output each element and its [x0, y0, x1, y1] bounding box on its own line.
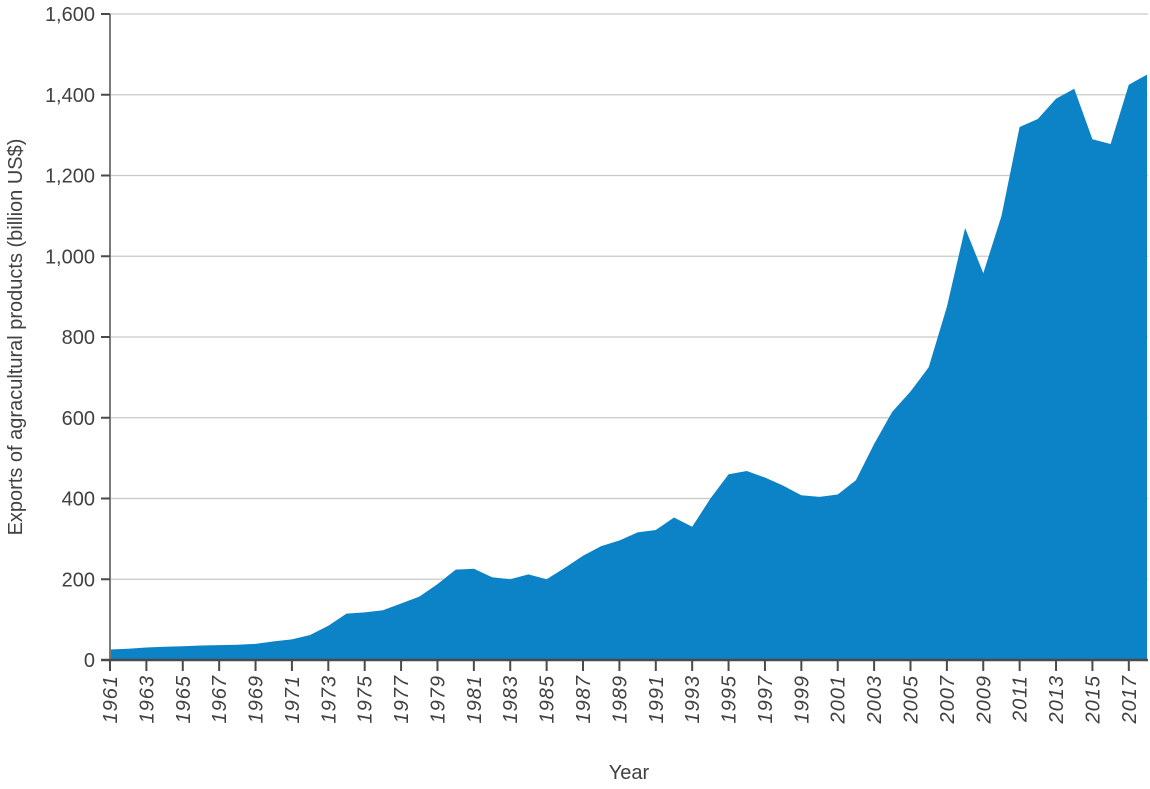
x-tick-label: 2005	[900, 675, 922, 725]
x-tick-label: 1995	[719, 675, 741, 724]
x-tick-label: 1991	[646, 675, 668, 724]
x-tick-label: 2011	[1010, 675, 1032, 723]
y-tick-label: 1,600	[45, 4, 95, 26]
x-tick-label: 1997	[755, 675, 777, 724]
y-tick-label: 200	[62, 569, 95, 591]
y-tick-label: 1,200	[45, 166, 95, 188]
x-axis-title: Year	[609, 762, 650, 784]
y-tick-label: 1,400	[45, 85, 95, 107]
x-tick-label: 1963	[136, 675, 158, 724]
x-tick-label: 1999	[791, 675, 813, 724]
x-tick-label: 1961	[100, 675, 122, 724]
gridlines	[110, 13, 1148, 580]
x-tick-label: 2001	[828, 675, 850, 725]
x-tick-label: 1977	[391, 675, 413, 724]
tick-labels: 0 200 400 600 800 1,000 1,200 1,400 1,600 1961 196…	[45, 4, 1141, 725]
x-tick-label: 2013	[1046, 675, 1068, 725]
x-tick-label: 1987	[573, 675, 595, 724]
x-tick-label: 1969	[246, 675, 268, 724]
y-tick-label: 400	[62, 489, 95, 511]
x-tick-label: 2007	[937, 675, 959, 725]
axes	[101, 13, 1148, 671]
x-tick-label: 1965	[173, 675, 195, 724]
area-series	[110, 74, 1147, 661]
x-tick-label: 1983	[500, 675, 522, 724]
x-tick-label: 1989	[609, 675, 631, 724]
x-tick-label: 2003	[864, 675, 886, 725]
x-tick-label: 1985	[537, 675, 559, 724]
x-tick-label: 2015	[1082, 675, 1104, 725]
y-tick-label: 0	[84, 650, 95, 672]
y-tick-label: 1,000	[45, 246, 95, 268]
x-tick-label: 2017	[1119, 675, 1141, 725]
x-tick-label: 1971	[282, 675, 304, 724]
x-tick-label: 1979	[427, 675, 449, 724]
y-tick-label: 800	[62, 327, 95, 349]
x-tick-label: 1975	[355, 675, 377, 724]
y-axis-title: Exports of agracultural products (billio…	[5, 139, 27, 536]
x-tick-label: 1973	[318, 675, 340, 724]
y-tick-label: 600	[62, 408, 95, 430]
x-tick-label: 1981	[464, 675, 486, 724]
x-tick-label: 2009	[973, 675, 995, 725]
x-tick-label: 1993	[682, 675, 704, 724]
x-tick-label: 1967	[209, 675, 231, 724]
